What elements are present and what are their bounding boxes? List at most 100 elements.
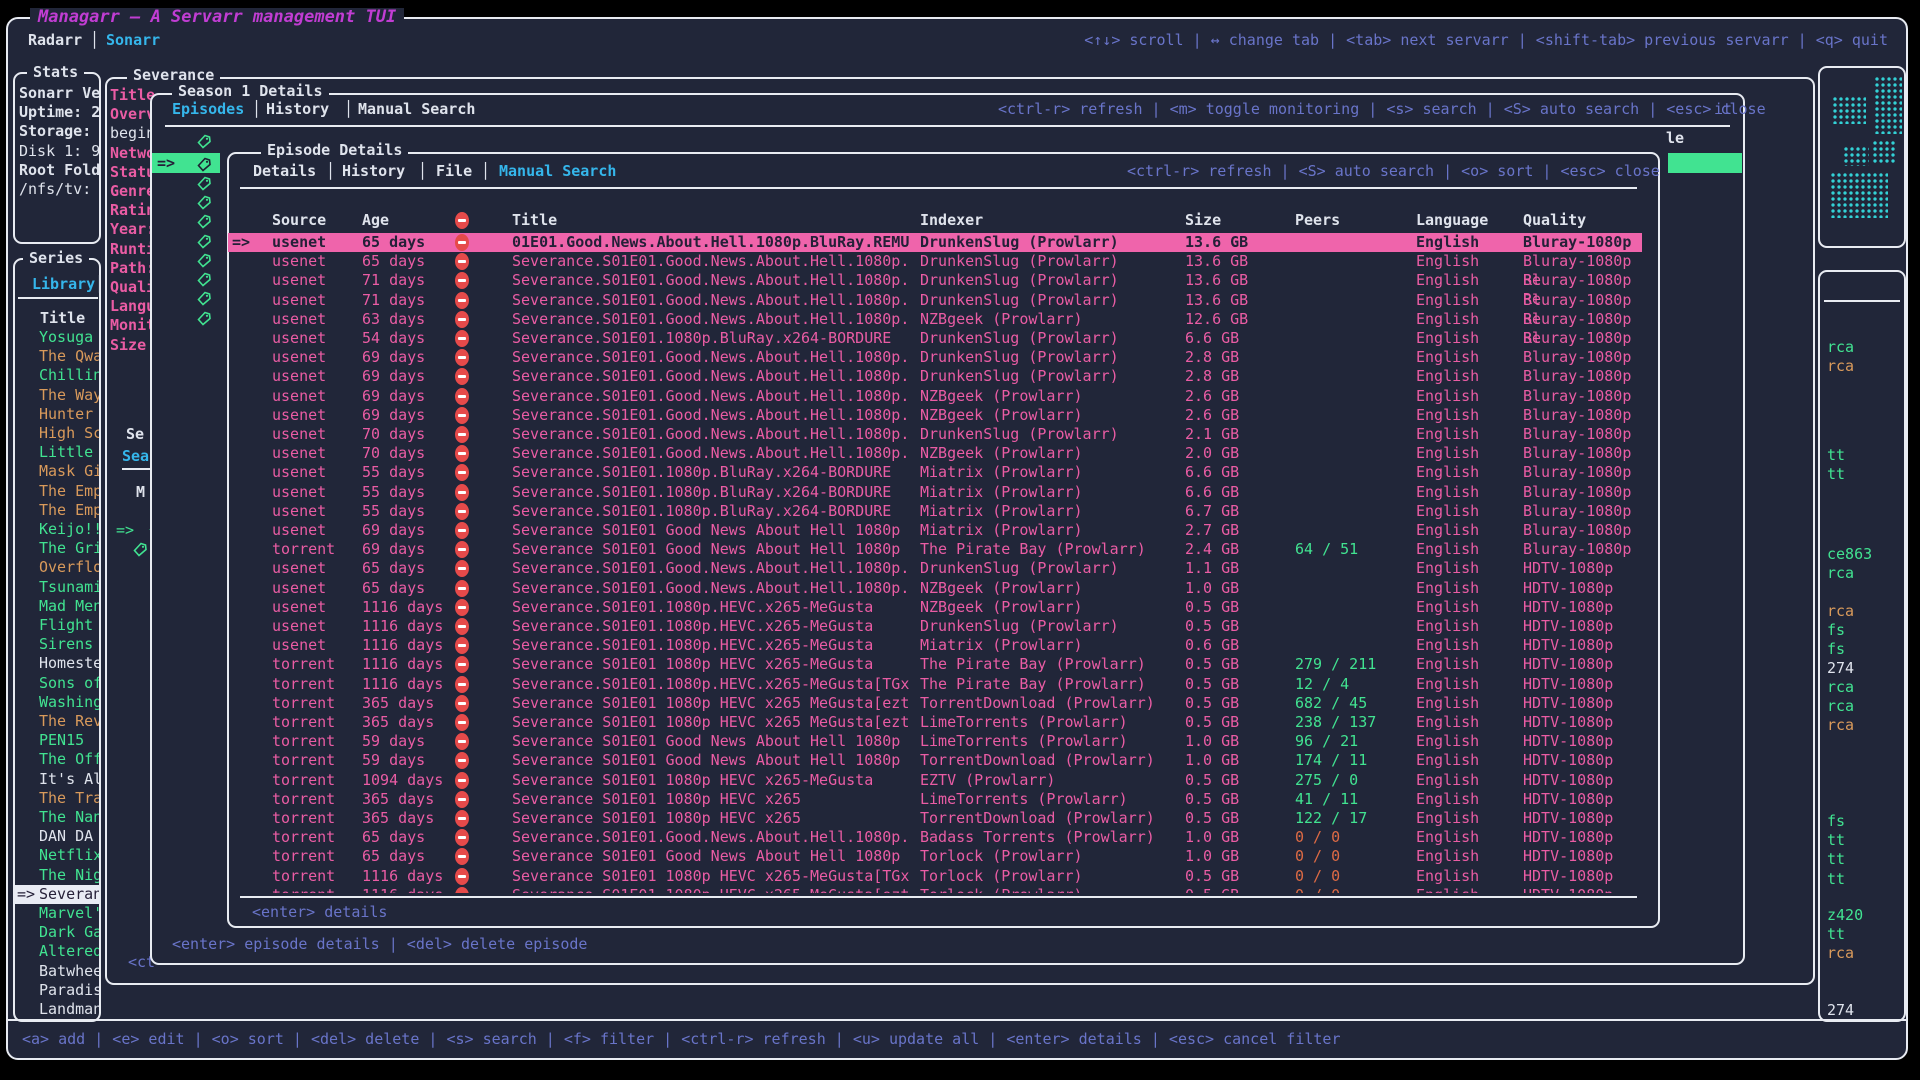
tab-ep-details[interactable]: Details xyxy=(253,162,317,180)
search-result-row[interactable]: usenet 54 days Severance.S01E01.1080p.BluR… xyxy=(228,329,1642,348)
series-item[interactable]: The Emp xyxy=(39,500,99,519)
seasons-tab-fragment[interactable]: Sea xyxy=(122,447,150,465)
tag-icon[interactable] xyxy=(196,133,212,149)
tab-radarr[interactable]: Radarr xyxy=(28,31,83,49)
search-result-row[interactable]: usenet 70 days Severance.S01E01.Good.News.… xyxy=(228,425,1642,444)
series-item[interactable]: The Nig xyxy=(39,865,99,884)
tag-icon[interactable] xyxy=(132,541,148,557)
series-item[interactable]: Mask Gi xyxy=(39,462,99,481)
tab-library[interactable]: Library xyxy=(32,275,96,293)
search-result-row[interactable]: usenet 55 days Severance.S01E01.1080p.BluR… xyxy=(228,502,1642,521)
search-result-row[interactable]: torrent 1116 days Severance S01E01 1080p H… xyxy=(228,655,1642,674)
search-result-row[interactable]: usenet 1116 days Severance.S01E01.1080p.HE… xyxy=(228,598,1642,617)
cell-quality: Bluray-1080p xyxy=(1523,329,1632,347)
series-item[interactable]: Dark Ga xyxy=(39,923,99,942)
series-item[interactable]: Hunter xyxy=(39,404,94,423)
tag-icon[interactable] xyxy=(196,252,212,268)
tag-icon[interactable] xyxy=(196,310,212,326)
search-result-row[interactable]: usenet 65 days Severance.S01E01.Good.News.… xyxy=(228,252,1642,289)
search-result-row[interactable]: usenet 55 days Severance.S01E01.1080p.BluR… xyxy=(228,463,1642,482)
tab-season-history[interactable]: History xyxy=(266,100,330,118)
series-item[interactable]: Keijo!! xyxy=(39,520,99,538)
series-item[interactable]: The Qwa xyxy=(39,347,99,366)
series-item[interactable]: Paradis xyxy=(39,980,99,999)
series-item[interactable]: Yosuga xyxy=(39,328,94,346)
tab-ep-history[interactable]: History xyxy=(342,162,406,180)
series-item[interactable]: Sirens xyxy=(39,635,94,654)
series-item[interactable]: It's Al xyxy=(39,769,99,788)
tag-icon[interactable] xyxy=(196,213,212,229)
tab-ep-manual-search[interactable]: Manual Search xyxy=(499,162,617,180)
search-result-row[interactable]: torrent 1116 days Severance S01E01 1080p H… xyxy=(228,867,1642,886)
series-item[interactable]: Marvel' xyxy=(39,904,99,922)
search-result-row[interactable]: usenet 69 days Severance.S01E01.Good.News.… xyxy=(228,367,1642,386)
series-item[interactable]: Chillin xyxy=(39,366,99,385)
tab-ep-file[interactable]: File xyxy=(436,162,473,180)
search-result-row[interactable]: usenet 55 days Severance.S01E01.1080p.BluR… xyxy=(228,483,1642,502)
search-result-row[interactable]: torrent 69 days Severance S01E01 Good News… xyxy=(228,540,1642,559)
tag-icon[interactable] xyxy=(196,271,212,287)
cell-language: English xyxy=(1416,655,1480,674)
tag-icon[interactable] xyxy=(196,194,212,210)
search-result-row[interactable]: usenet 65 days Severance.S01E01.Good.News.… xyxy=(228,559,1642,578)
search-result-row[interactable]: torrent 59 days Severance S01E01 Good News… xyxy=(228,751,1642,770)
search-result-row[interactable]: torrent 365 days Severance S01E01 1080p HE… xyxy=(228,713,1642,732)
tab-season-manual-search[interactable]: Manual Search xyxy=(358,100,476,118)
series-item[interactable]: The Tra xyxy=(39,788,99,807)
search-result-row[interactable]: torrent 1094 days Severance S01E01 1080p H… xyxy=(228,771,1642,790)
search-result-row[interactable]: usenet 65 days Severance.S01E01.Good.News.… xyxy=(228,579,1642,598)
series-item[interactable]: Washing xyxy=(39,692,99,711)
search-result-row[interactable]: usenet 69 days Severance.S01E01.Good.News.… xyxy=(228,348,1642,367)
series-item[interactable]: Sons of xyxy=(39,673,99,692)
series-item[interactable]: The Emp xyxy=(39,481,99,500)
search-result-row[interactable]: usenet 70 days Severance.S01E01.Good.News.… xyxy=(228,444,1642,463)
series-item[interactable]: DAN DA xyxy=(39,827,94,846)
search-result-row[interactable]: usenet 63 days Severance.S01E01.Good.News.… xyxy=(228,309,1642,347)
series-item[interactable]: The Rev xyxy=(39,712,99,730)
search-result-row[interactable]: torrent 365 days Severance S01E01 1080p HE… xyxy=(228,790,1642,809)
series-item[interactable]: Altered xyxy=(39,942,99,961)
cell-language: English xyxy=(1416,309,1480,328)
series-item[interactable]: The Way xyxy=(39,385,99,404)
series-item-selected[interactable] xyxy=(15,884,99,904)
selected-episode-row-left[interactable] xyxy=(152,153,220,173)
search-result-row[interactable]: torrent 1116 days Severance.S01E01.1080p.H… xyxy=(228,675,1642,694)
tag-icon[interactable] xyxy=(196,233,212,249)
search-result-row[interactable]: usenet 71 days Severance.S01E01.Good.News.… xyxy=(228,271,1642,308)
series-item[interactable]: Tsunami xyxy=(39,577,99,596)
series-item[interactable]: Little xyxy=(39,443,94,462)
search-result-row[interactable]: usenet 1116 days Severance.S01E01.1080p.HE… xyxy=(228,636,1642,655)
series-item[interactable]: Landman xyxy=(39,1000,99,1018)
series-item[interactable]: Mad Men xyxy=(39,596,99,615)
series-item[interactable]: High Sc xyxy=(39,424,99,442)
search-result-row[interactable]: torrent 65 days Severance.S01E01.Good.News… xyxy=(228,828,1642,847)
series-item[interactable]: Homeste xyxy=(39,654,99,673)
series-item[interactable]: Batwhee xyxy=(39,961,99,980)
search-result-row[interactable]: torrent 365 days Severance S01E01 1080p HE… xyxy=(228,809,1642,828)
series-item[interactable]: The Gri xyxy=(39,539,99,558)
search-result-row[interactable]: usenet 69 days Severance.S01E01.Good.News.… xyxy=(228,387,1642,406)
tab-episodes[interactable]: Episodes xyxy=(172,100,245,118)
tag-icon[interactable] xyxy=(196,156,212,172)
cell-size: 0.5 GB xyxy=(1185,674,1240,693)
search-result-row[interactable]: torrent 65 days Severance S01E01 Good News… xyxy=(228,847,1642,866)
series-item[interactable]: Overflo xyxy=(39,558,99,577)
series-item[interactable]: The Off xyxy=(39,750,99,769)
search-result-row[interactable]: torrent 1116 days Severance S01E01 1080p H… xyxy=(228,886,1642,893)
cell-quality: HDTV-1080p xyxy=(1523,809,1614,827)
search-result-row[interactable]: torrent 365 days Severance S01E01 1080p HE… xyxy=(228,694,1642,713)
tag-icon[interactable] xyxy=(196,175,212,191)
search-result-row[interactable]: usenet 71 days Severance.S01E01.Good.News.… xyxy=(228,291,1642,328)
series-item[interactable]: The Nan xyxy=(39,808,99,826)
search-result-row[interactable]: usenet 1116 days Severance.S01E01.1080p.HE… xyxy=(228,617,1642,636)
search-result-row[interactable]: usenet 69 days Severance.S01E01.Good.News.… xyxy=(228,406,1642,425)
search-result-row[interactable]: torrent 59 days Severance S01E01 Good News… xyxy=(228,732,1642,751)
search-result-row[interactable]: => usenet 65 days 01E01.Good.News.About.Hel… xyxy=(228,233,1642,270)
series-item[interactable]: PEN15 xyxy=(39,731,85,750)
series-item[interactable]: Netflix xyxy=(39,846,99,865)
tab-sonarr[interactable]: Sonarr xyxy=(106,31,161,49)
search-result-row[interactable]: usenet 69 days Severance S01E01 Good News … xyxy=(228,521,1642,540)
tag-icon[interactable] xyxy=(196,290,212,306)
cell-language: English xyxy=(1416,770,1480,789)
series-item[interactable]: Flight xyxy=(39,616,94,634)
